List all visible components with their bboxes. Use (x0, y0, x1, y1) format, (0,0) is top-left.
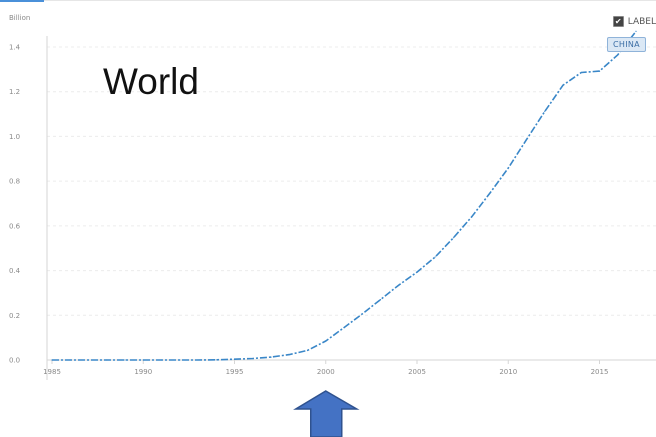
x-tick-label: 2010 (499, 368, 517, 376)
data-point (179, 359, 181, 361)
data-point (452, 237, 455, 239)
label-toggle-text: LABEL (627, 16, 656, 27)
data-point (87, 359, 90, 361)
data-point (434, 256, 436, 258)
data-point (544, 110, 546, 112)
x-tick-label: 1985 (43, 368, 61, 376)
x-tick-label: 2005 (408, 368, 426, 376)
y-tick-label: 0.4 (9, 267, 21, 275)
data-point (343, 326, 345, 329)
data-point (562, 84, 564, 86)
y-tick-label: 0.0 (9, 357, 20, 365)
y-tick-label: 0.6 (9, 222, 21, 230)
active-tab-indicator (0, 0, 44, 2)
data-point (51, 359, 53, 361)
checkbox-checked-icon[interactable]: ✔ (612, 16, 624, 27)
data-point (379, 299, 382, 301)
data-point (325, 340, 327, 342)
y-axis-unit-label: Billion (9, 14, 30, 22)
tab-bar-rule (44, 0, 656, 1)
data-point (124, 359, 126, 361)
data-point (598, 70, 601, 72)
data-point (160, 359, 163, 361)
data-point (398, 284, 400, 286)
data-point (215, 359, 217, 361)
data-point (525, 138, 528, 141)
label-toggle[interactable]: ✔ LABEL (612, 16, 656, 27)
y-tick-label: 1.0 (9, 133, 20, 141)
data-point (306, 349, 309, 351)
data-point (416, 271, 418, 273)
data-point (69, 359, 71, 361)
data-point (197, 359, 199, 361)
y-tick-label: 0.2 (9, 312, 20, 320)
data-point (635, 30, 637, 32)
x-tick-label: 1995 (226, 368, 244, 376)
data-point (580, 71, 582, 74)
chart-overlay-title: World (103, 61, 199, 102)
data-point (489, 192, 491, 194)
data-point (233, 358, 236, 360)
data-point (142, 359, 144, 361)
x-tick-label: 2000 (317, 368, 335, 376)
up-arrow-annotation (293, 390, 360, 437)
data-point (106, 359, 108, 361)
data-point (617, 54, 619, 56)
y-tick-label: 1.4 (9, 44, 21, 52)
data-point (252, 357, 254, 360)
x-tick-label: 1990 (134, 368, 152, 376)
y-tick-label: 1.2 (9, 88, 20, 96)
x-tick-label: 2015 (591, 368, 609, 376)
data-point (270, 356, 272, 358)
data-point (288, 354, 290, 356)
data-point (471, 216, 473, 218)
data-point (507, 167, 509, 169)
y-tick-label: 0.8 (9, 178, 20, 186)
series-tag-china[interactable]: CHINA (607, 37, 646, 52)
data-point (361, 313, 363, 315)
